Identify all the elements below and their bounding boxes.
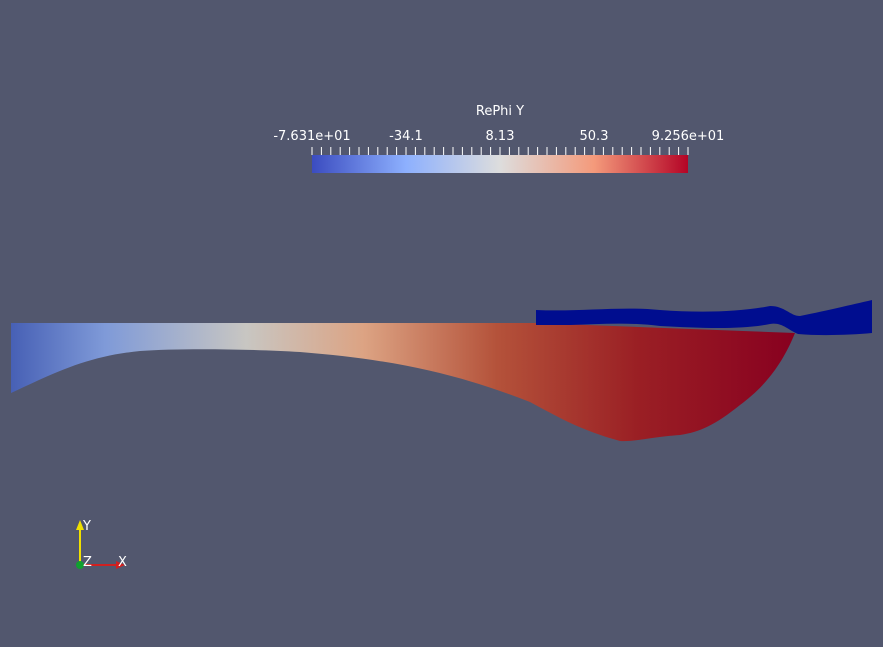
colorbar-title: RePhi Y [476,104,524,119]
colorbar-labels: -7.631e+01 -34.1 8.13 50.3 9.256e+01 [273,129,724,144]
domain-mesh [11,323,795,442]
z-axis [76,561,84,569]
colorbar-ticks [311,147,689,155]
colorbar-label: 9.256e+01 [652,129,725,144]
colorbar-label: 50.3 [580,129,609,144]
axis-label: X [118,555,127,570]
y-arrow [76,520,84,530]
colorbar [312,155,688,173]
colorbar-label: -34.1 [389,129,423,144]
x-arrow [116,561,125,569]
axis-label: Y [82,519,91,534]
colorbar-label: -7.631e+01 [273,129,350,144]
axis-label: Z [83,555,92,570]
colorbar-label: 8.13 [486,129,515,144]
structure-mesh [536,300,872,336]
orientation-axes: Y Z X [76,519,127,570]
